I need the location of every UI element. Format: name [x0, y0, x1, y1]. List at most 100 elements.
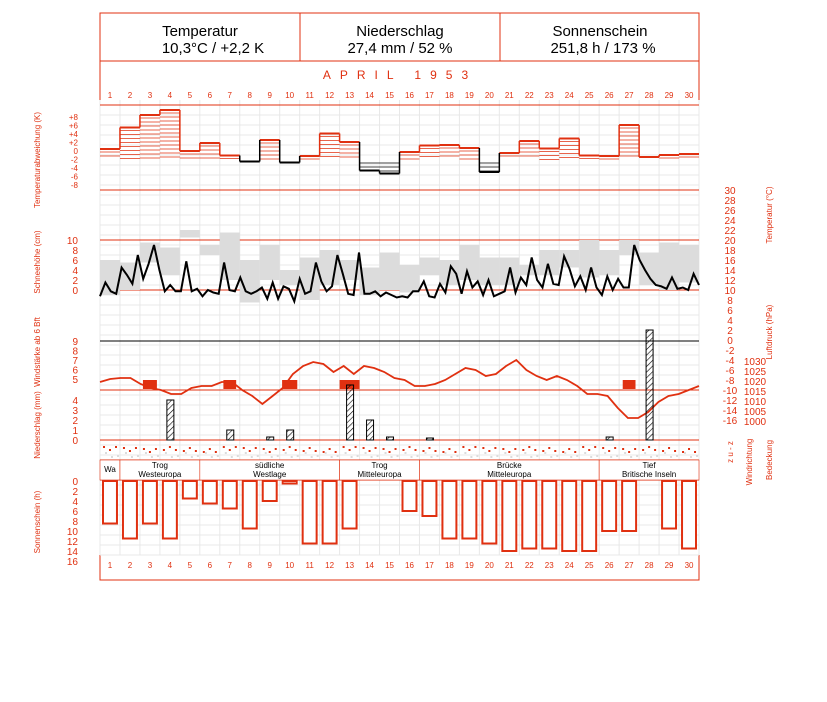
- cloud-dot: [170, 456, 173, 458]
- wind-strong-bar: [223, 380, 237, 389]
- sunshine-bar: [461, 480, 478, 540]
- cloud-dot: [370, 456, 373, 458]
- cloud-dot: [676, 455, 679, 457]
- tick-temperature: -8: [726, 376, 735, 387]
- cloud-dot: [430, 456, 433, 458]
- wind-direction-dot: [614, 447, 617, 449]
- day-label-top: 10: [285, 91, 294, 100]
- wind-direction-dot: [168, 446, 171, 448]
- day-label-bottom: 22: [525, 561, 534, 570]
- day-label-top: 6: [208, 91, 213, 100]
- day-label-top: 11: [305, 91, 314, 100]
- wind-direction-dot: [668, 447, 671, 449]
- wind-direction-dot: [428, 447, 431, 449]
- day-label-bottom: 30: [685, 561, 694, 570]
- tick-temperature: -12: [723, 396, 738, 407]
- sunshine-bar: [281, 480, 298, 485]
- temp-range-bar: [339, 260, 360, 280]
- cloud-dot: [564, 452, 567, 454]
- sunshine-bar: [141, 480, 158, 525]
- cloud-dot: [250, 456, 253, 458]
- wind-direction-dot: [214, 451, 217, 453]
- day-label-top: 17: [425, 91, 434, 100]
- sunshine-bar: [521, 480, 538, 550]
- cloud-dot: [556, 455, 559, 457]
- wind-direction-dot: [242, 447, 245, 449]
- precip-bar: [386, 436, 395, 441]
- sunshine-bar: [121, 480, 138, 540]
- label-precip: Niederschlag (mm): [33, 391, 42, 459]
- wind-direction-dot: [109, 449, 111, 451]
- day-label-bottom: 7: [228, 561, 233, 570]
- tick-temperature: 20: [724, 236, 736, 247]
- sunshine-bar: [401, 480, 418, 512]
- cloud-dot: [256, 455, 259, 457]
- tick-pressure: 1015: [744, 387, 767, 398]
- wind-direction-dot: [282, 449, 285, 451]
- tick-temperature: -2: [726, 346, 735, 357]
- cloud-dot: [590, 456, 593, 458]
- cloud-dot: [196, 455, 199, 457]
- wind-direction-dot: [688, 448, 691, 450]
- day-label-top: 5: [188, 91, 193, 100]
- day-label-bottom: 3: [148, 561, 153, 570]
- cloud-dot: [456, 455, 459, 457]
- wind-direction-dot: [288, 446, 291, 448]
- wind-direction-dot: [562, 451, 565, 453]
- temp-range-bar: [199, 245, 220, 255]
- cloud-dot: [476, 455, 479, 457]
- day-label-top: 14: [365, 91, 374, 100]
- cloud-dot: [376, 455, 379, 457]
- tick-sunshine: 0: [72, 477, 78, 488]
- tick-snow: 8: [72, 246, 78, 257]
- cloud-dot: [536, 455, 539, 457]
- tick-wind: 8: [72, 347, 78, 358]
- cloud-dot: [584, 452, 587, 454]
- wind-direction-dot: [602, 447, 605, 449]
- cloud-dot: [570, 456, 573, 458]
- sun-title: Sonnenschein: [552, 23, 647, 40]
- cloud-dot: [416, 455, 419, 457]
- wind-direction-dot: [128, 450, 131, 452]
- precip-bar: [425, 437, 434, 441]
- sunshine-bar: [341, 480, 358, 530]
- tick-temp-anomaly: +2: [69, 139, 79, 148]
- precip-bar: [645, 329, 654, 441]
- wind-direction-dot: [594, 446, 597, 448]
- cloud-dot: [404, 452, 407, 454]
- wind-direction-dot: [308, 447, 311, 449]
- sunshine-bar: [541, 480, 558, 550]
- label-wind-dir: Windrichtung: [745, 439, 754, 486]
- cloud-dot: [124, 452, 127, 454]
- cloud-dot: [216, 455, 219, 457]
- wind-direction-dot: [422, 450, 425, 452]
- tick-wind: 5: [72, 375, 78, 386]
- label-cloud: Bedeckung: [765, 440, 774, 480]
- day-label-bottom: 17: [425, 561, 434, 570]
- temp-range-bar: [279, 270, 300, 285]
- wind-direction-dot: [642, 449, 645, 451]
- day-label-top: 25: [585, 91, 594, 100]
- precip-bar: [605, 436, 614, 441]
- sunshine-bar: [681, 480, 697, 550]
- cloud-dot: [230, 456, 233, 458]
- wind-direction-dot: [662, 450, 665, 452]
- cloud-dot: [304, 452, 307, 454]
- wind-direction-dot: [494, 447, 497, 449]
- wind-direction-dot: [328, 448, 331, 450]
- cloud-dot: [364, 452, 367, 454]
- cloud-dot: [105, 452, 107, 454]
- sunshine-bar: [221, 480, 238, 510]
- tick-pressure: 1020: [744, 377, 767, 388]
- cloud-dot: [224, 452, 227, 454]
- temp-range-bar: [599, 250, 620, 275]
- wind-direction-dot: [534, 449, 537, 451]
- tick-sunshine: 6: [72, 507, 78, 518]
- day-label-top: 16: [405, 91, 414, 100]
- day-label-top: 2: [128, 91, 133, 100]
- day-label-bottom: 13: [345, 561, 354, 570]
- precip-bar: [366, 419, 375, 441]
- day-label-bottom: 25: [585, 561, 594, 570]
- precip-bar: [346, 384, 355, 441]
